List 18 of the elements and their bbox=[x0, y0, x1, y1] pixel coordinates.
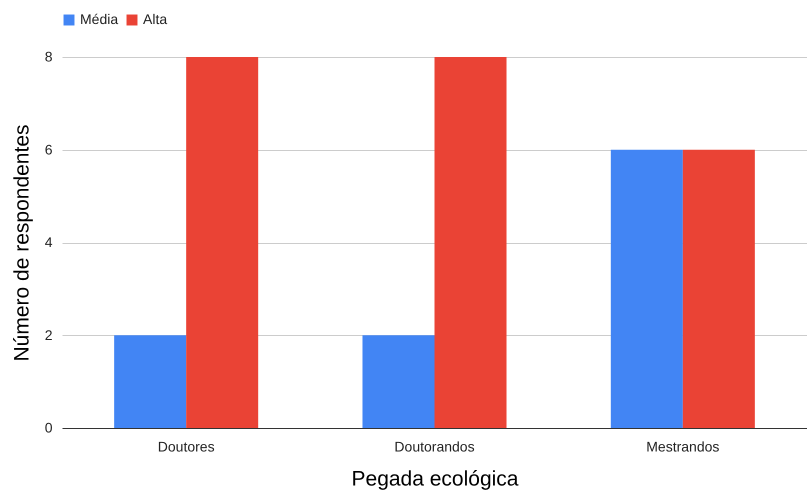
bar bbox=[434, 57, 507, 428]
bar bbox=[186, 57, 258, 428]
bar bbox=[610, 150, 683, 428]
bar bbox=[362, 335, 434, 428]
y-tick-label: 4 bbox=[44, 234, 53, 250]
bar bbox=[682, 150, 755, 428]
legend-label: Média bbox=[80, 11, 118, 27]
x-tick-label: Doutores bbox=[158, 438, 215, 454]
y-tick-label: 6 bbox=[44, 141, 53, 158]
y-axis-title: Número de respondentes bbox=[10, 124, 34, 362]
x-tick-label: Doutorandos bbox=[394, 438, 475, 454]
y-tick-label: 0 bbox=[44, 420, 53, 436]
x-tick-label: Mestrandos bbox=[646, 438, 720, 454]
y-tick-label: 8 bbox=[44, 48, 53, 64]
y-tick-label: 2 bbox=[44, 326, 53, 343]
x-axis-title: Pegada ecológica bbox=[352, 468, 519, 490]
bar bbox=[114, 335, 186, 428]
legend-label: Alta bbox=[143, 11, 168, 27]
